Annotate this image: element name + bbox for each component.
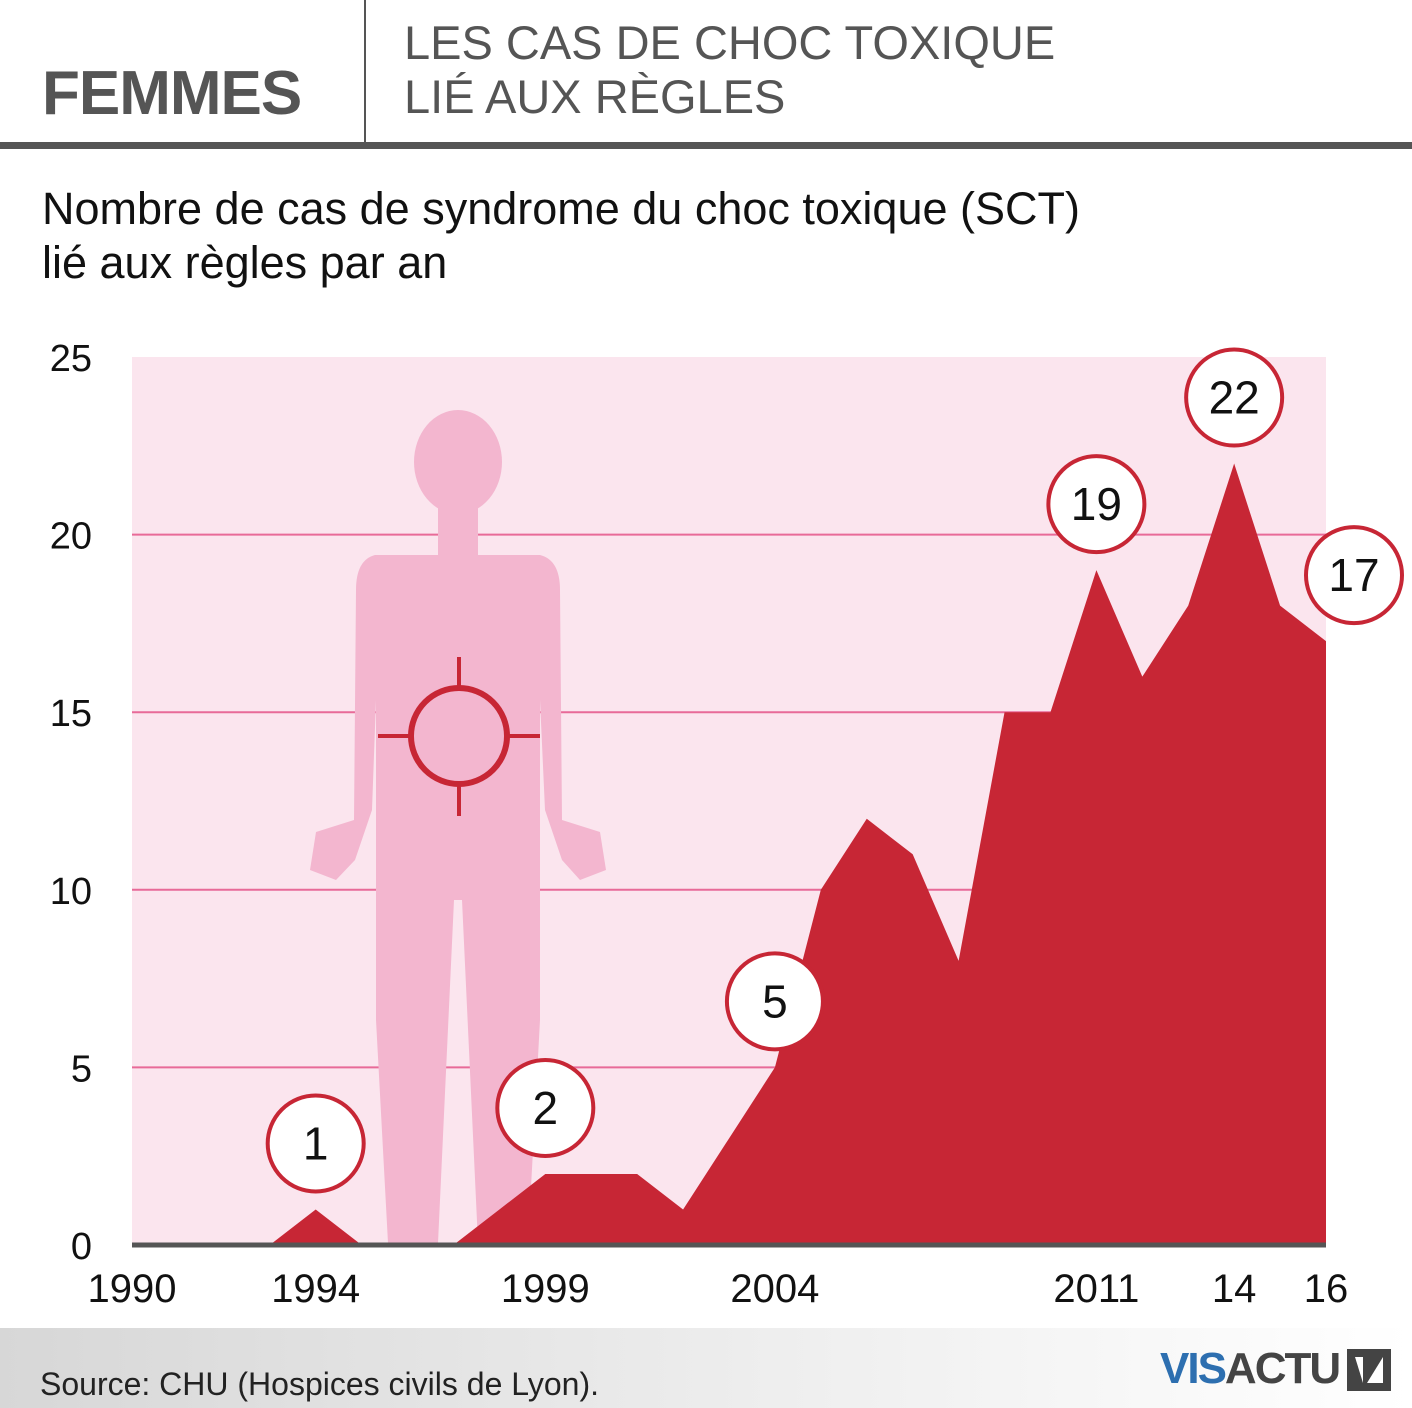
x-tick-label: 1994 xyxy=(271,1267,360,1311)
section-label: FEMMES xyxy=(42,59,302,128)
cases-area-series xyxy=(132,463,1326,1245)
y-tick-label: 10 xyxy=(50,871,92,913)
headline-line-2: LIÉ AUX RÈGLES xyxy=(404,70,786,123)
logo-mark-icon xyxy=(1347,1349,1392,1391)
chart-subtitle: Nombre de cas de syndrome du choc toxiqu… xyxy=(42,182,1080,290)
callout-circle xyxy=(265,1093,366,1194)
x-tick-label: 16 xyxy=(1304,1267,1349,1311)
x-tick-label: 2011 xyxy=(1053,1267,1139,1311)
subtitle-line-1: Nombre de cas de syndrome du choc toxiqu… xyxy=(42,183,1080,234)
subtitle-line-2: lié aux règles par an xyxy=(42,237,448,288)
x-axis-ticks: 1990 1994 1999 2004 2011 14 16 xyxy=(88,1267,1349,1311)
logo-vis: VIS xyxy=(1160,1344,1227,1393)
y-tick-label: 5 xyxy=(71,1048,92,1090)
header-rule xyxy=(0,142,1412,149)
source-note: Source: CHU (Hospices civils de Lyon). xyxy=(40,1366,599,1402)
callout-circle xyxy=(1046,454,1147,555)
callout-label: 1 xyxy=(303,1117,329,1169)
header-divider xyxy=(364,0,366,142)
callout-label: 5 xyxy=(762,975,788,1027)
y-tick-label: 0 xyxy=(71,1226,92,1268)
value-callout: 19 xyxy=(1046,454,1147,555)
y-tick-label: 25 xyxy=(50,338,92,380)
callout-circle xyxy=(724,951,825,1052)
visactu-logo[interactable]: VIS ACTU xyxy=(1160,1344,1395,1394)
callout-label: 2 xyxy=(533,1082,559,1134)
logo-actu: ACTU xyxy=(1224,1344,1341,1393)
value-callout: 22 xyxy=(1184,347,1285,448)
y-tick-label: 15 xyxy=(50,693,92,735)
callout-circle xyxy=(1184,347,1285,448)
value-callout: 5 xyxy=(724,951,825,1052)
callout-label: 22 xyxy=(1209,372,1260,424)
footer: Source: CHU (Hospices civils de Lyon). V… xyxy=(0,1328,1412,1408)
headline-line-1: LES CAS DE CHOC TOXIQUE xyxy=(404,16,1056,69)
y-tick-label: 20 xyxy=(50,516,92,558)
crosshair-target-icon xyxy=(378,657,540,816)
x-tick-label: 2004 xyxy=(730,1267,819,1311)
value-callout: 2 xyxy=(495,1057,596,1158)
header: FEMMES LES CAS DE CHOC TOXIQUE LIÉ AUX R… xyxy=(0,0,1412,152)
value-callout: 1 xyxy=(265,1093,366,1194)
value-callout: 17 xyxy=(1304,525,1404,626)
y-axis-ticks: 0 5 10 15 20 25 xyxy=(50,338,92,1268)
headline: LES CAS DE CHOC TOXIQUE LIÉ AUX RÈGLES xyxy=(404,16,1055,124)
x-tick-label: 1999 xyxy=(501,1267,590,1311)
callout-label: 19 xyxy=(1071,478,1122,530)
callout-circle xyxy=(1304,525,1404,626)
callout-circle xyxy=(495,1057,596,1158)
value-callouts: 1 2 5 19 22 17 xyxy=(265,347,1404,1194)
x-tick-label: 14 xyxy=(1212,1267,1257,1311)
callout-label: 17 xyxy=(1328,549,1379,601)
x-tick-label: 1990 xyxy=(88,1267,177,1311)
